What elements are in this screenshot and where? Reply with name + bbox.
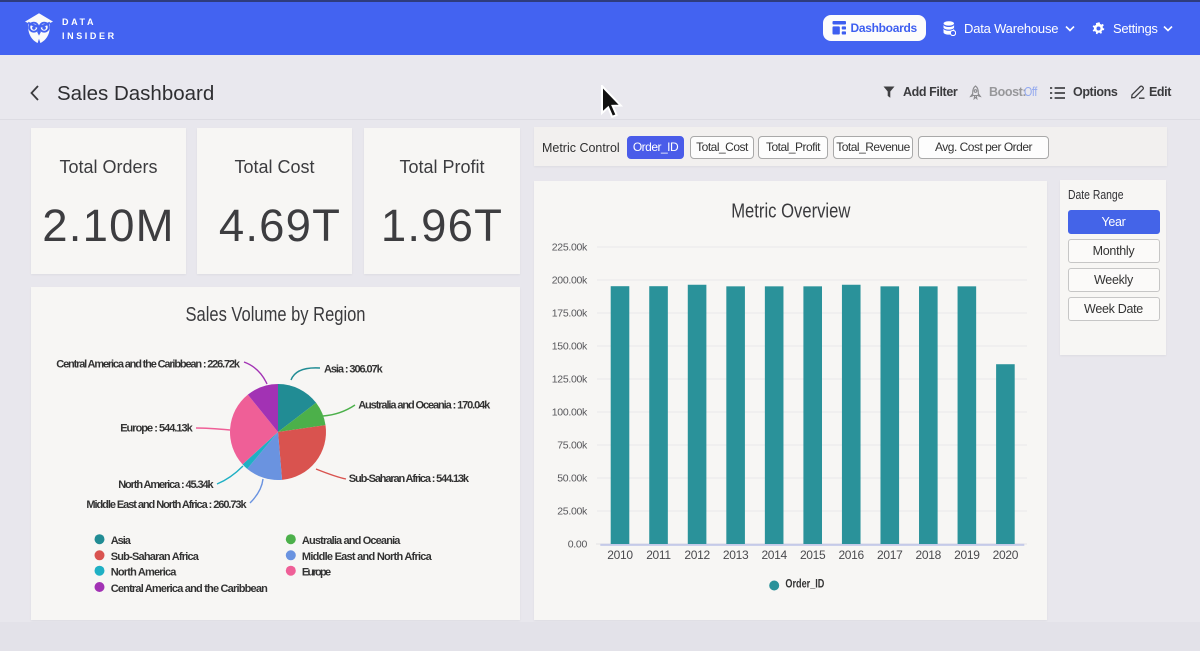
- svg-text:2014: 2014: [761, 548, 787, 562]
- svg-text:Europe: Europe: [302, 567, 331, 579]
- svg-text:Europe : 544.13k: Europe : 544.13k: [120, 422, 193, 434]
- svg-text:Sub-Saharan Africa : 544.13k: Sub-Saharan Africa : 544.13k: [349, 473, 470, 485]
- svg-text:225.00k: 225.00k: [552, 242, 588, 254]
- svg-text:Asia: Asia: [111, 535, 132, 547]
- svg-text:Asia : 306.07k: Asia : 306.07k: [324, 364, 384, 376]
- svg-text:2011: 2011: [646, 548, 671, 562]
- svg-text:50.00k: 50.00k: [557, 473, 588, 485]
- svg-text:2019: 2019: [954, 548, 980, 562]
- svg-text:2015: 2015: [800, 548, 826, 562]
- svg-text:Australia and Oceania : 170.04: Australia and Oceania : 170.04k: [358, 400, 491, 412]
- svg-text:125.00k: 125.00k: [552, 374, 588, 386]
- svg-text:2018: 2018: [916, 548, 942, 562]
- svg-text:25.00k: 25.00k: [557, 506, 588, 518]
- svg-text:Central America and the Caribb: Central America and the Caribbean : 226.…: [56, 359, 241, 371]
- svg-text:2016: 2016: [838, 548, 864, 562]
- svg-text:2013: 2013: [723, 548, 749, 562]
- svg-text:Metric Overview: Metric Overview: [731, 201, 851, 223]
- svg-text:2017: 2017: [877, 548, 903, 562]
- svg-text:0.00: 0.00: [568, 539, 588, 551]
- svg-text:200.00k: 200.00k: [552, 275, 588, 287]
- svg-text:Australia and Oceania: Australia and Oceania: [302, 535, 401, 547]
- svg-text:North America : 45.34k: North America : 45.34k: [118, 479, 214, 491]
- svg-text:2020: 2020: [993, 548, 1019, 562]
- svg-text:Middle East and North Africa: Middle East and North Africa: [302, 551, 433, 563]
- svg-text:Central America and the Caribb: Central America and the Caribbean: [111, 583, 268, 595]
- svg-text:North America: North America: [111, 567, 178, 579]
- svg-text:175.00k: 175.00k: [552, 308, 588, 320]
- svg-text:Sales Volume by Region: Sales Volume by Region: [186, 304, 366, 326]
- svg-text:2010: 2010: [607, 548, 633, 562]
- svg-text:Middle East and North Africa :: Middle East and North Africa : 260.73k: [86, 499, 247, 511]
- svg-text:Sub-Saharan Africa: Sub-Saharan Africa: [111, 551, 200, 563]
- svg-text:2012: 2012: [684, 548, 710, 562]
- svg-text:Order_ID: Order_ID: [785, 578, 824, 590]
- svg-text:100.00k: 100.00k: [552, 407, 588, 419]
- svg-text:150.00k: 150.00k: [552, 341, 588, 353]
- svg-text:75.00k: 75.00k: [557, 440, 588, 452]
